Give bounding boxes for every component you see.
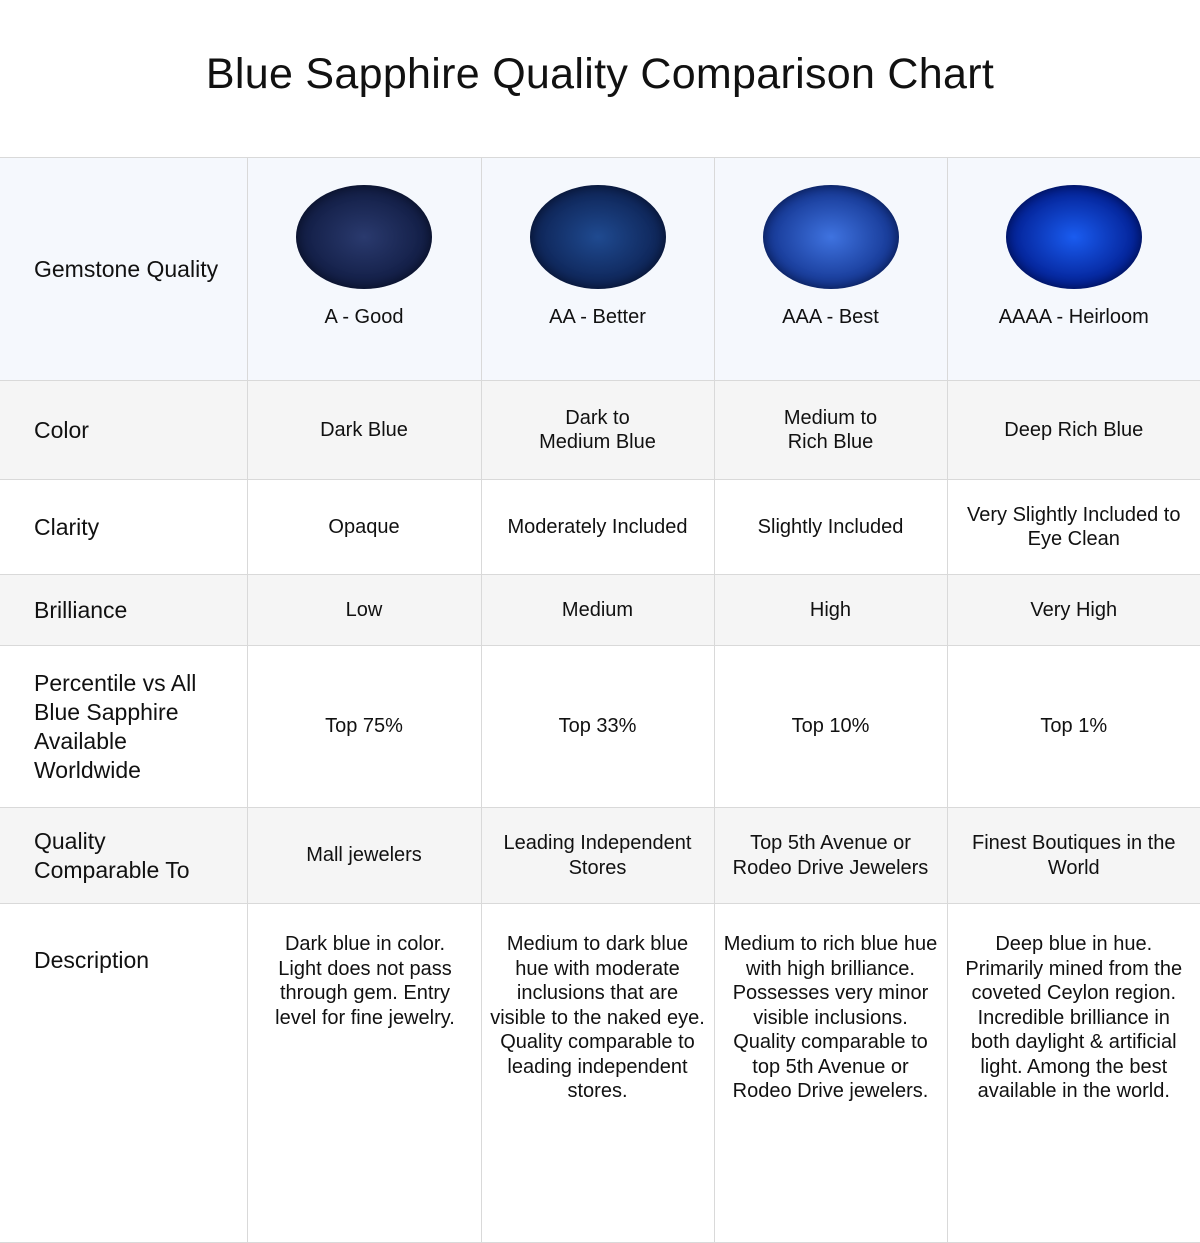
- row-label: Percentile vs All Blue Sapphire Availabl…: [0, 645, 248, 808]
- row-label: Brilliance: [0, 574, 248, 646]
- grade-label: AAA - Best: [782, 306, 879, 328]
- grade-label: AA - Better: [549, 306, 646, 328]
- comparison-table: Gemstone Quality A - Good AA - Better AA…: [0, 157, 1200, 1243]
- cell: Medium: [480, 574, 715, 646]
- gemstone-image: [296, 185, 432, 289]
- gemstone-image: [762, 185, 899, 289]
- cell: Deep blue in hue. Primarily mined from t…: [946, 903, 1200, 1243]
- grade-cell: AAAA - Heirloom: [946, 157, 1200, 381]
- gemstone-image: [529, 185, 666, 289]
- row-description: Description Dark blue in color. Light do…: [0, 903, 1200, 1243]
- cell: Finest Boutiques in the World: [946, 807, 1200, 904]
- cell: Top 1%: [946, 645, 1200, 808]
- row-label: Gemstone Quality: [0, 157, 248, 381]
- cell: High: [713, 574, 948, 646]
- row-percentile: Percentile vs All Blue Sapphire Availabl…: [0, 645, 1200, 808]
- cell: Medium to Rich Blue: [713, 380, 948, 480]
- grade-label: AAAA - Heirloom: [998, 306, 1149, 328]
- cell: Slightly Included: [713, 479, 948, 575]
- cell: Very High: [946, 574, 1200, 646]
- row-label: Quality Comparable To: [0, 807, 248, 904]
- grade-cell: AA - Better: [480, 157, 715, 381]
- grade-cell: AAA - Best: [713, 157, 948, 381]
- cell: Medium to dark blue hue with moderate in…: [480, 903, 715, 1243]
- row-clarity: Clarity Opaque Moderately Included Sligh…: [0, 479, 1200, 575]
- gemstone-image: [1005, 185, 1142, 289]
- cell: Dark Blue: [246, 380, 482, 480]
- cell: Dark blue in color. Light does not pass …: [246, 903, 482, 1243]
- cell: Dark to Medium Blue: [480, 380, 715, 480]
- row-brilliance: Brilliance Low Medium High Very High: [0, 574, 1200, 646]
- cell: Medium to rich blue hue with high brilli…: [713, 903, 948, 1243]
- row-comparable: Quality Comparable To Mall jewelers Lead…: [0, 807, 1200, 904]
- cell: Top 5th Avenue or Rodeo Drive Jewelers: [713, 807, 948, 904]
- grade-cell: A - Good: [246, 157, 482, 381]
- cell: Deep Rich Blue: [946, 380, 1200, 480]
- row-label: Clarity: [0, 479, 248, 575]
- cell: Low: [246, 574, 482, 646]
- cell: Top 33%: [480, 645, 715, 808]
- cell: Very Slightly Included to Eye Clean: [946, 479, 1200, 575]
- cell: Opaque: [246, 479, 482, 575]
- cell: Top 10%: [713, 645, 948, 808]
- row-gemstone-quality: Gemstone Quality A - Good AA - Better AA…: [0, 157, 1200, 381]
- row-label: Description: [0, 903, 248, 1243]
- page-title: Blue Sapphire Quality Comparison Chart: [205, 50, 995, 98]
- cell: Moderately Included: [480, 479, 715, 575]
- cell: Leading Independent Stores: [480, 807, 715, 904]
- grade-label: A - Good: [324, 306, 404, 328]
- cell: Top 75%: [246, 645, 482, 808]
- row-label: Color: [0, 380, 248, 480]
- cell: Mall jewelers: [246, 807, 482, 904]
- row-color: Color Dark Blue Dark to Medium Blue Medi…: [0, 380, 1200, 480]
